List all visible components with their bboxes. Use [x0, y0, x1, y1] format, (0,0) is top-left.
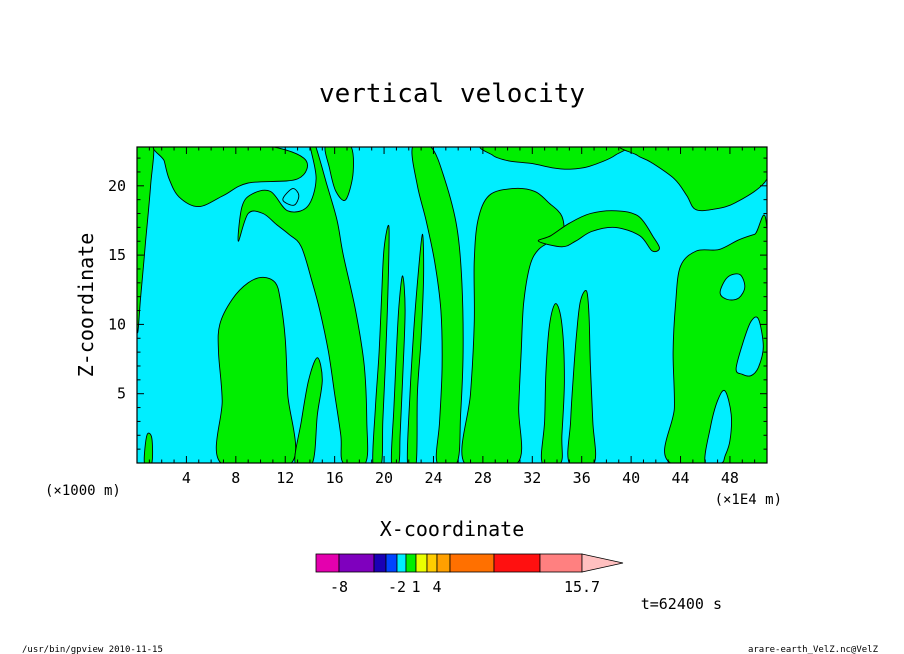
plot-frame: [136, 146, 768, 464]
y-tick-label: 5: [117, 385, 126, 403]
colorbar-segment: [449, 553, 495, 573]
y-axis: 5 10 15 20: [108, 157, 767, 450]
colorbar-label: -8: [330, 578, 348, 596]
updraft-region-1: [137, 147, 155, 334]
updraft-region-6: [324, 147, 354, 201]
x-axis: 4 8 12 16 20 24 28 32 36 40 44 48: [148, 147, 756, 487]
colorbar-segment: [415, 553, 428, 573]
x-axis-label: X-coordinate: [380, 517, 525, 541]
colorbar-label: 1: [411, 578, 420, 596]
colorbar-label: 4: [432, 578, 441, 596]
y-axis-label: Z-coordinate: [74, 233, 98, 378]
updraft-region-16: [619, 147, 767, 212]
footer-right-text: arare-earth_VelZ.nc@VelZ: [748, 645, 879, 654]
chart-title: vertical velocity: [319, 79, 585, 109]
x-tick-label: 24: [424, 469, 442, 487]
y-tick-label: 10: [108, 315, 126, 333]
y-tick-label: 20: [108, 177, 126, 195]
downdraft-island-4: [282, 188, 300, 206]
colorbar-segment: [385, 553, 398, 573]
x-tick-label: 36: [573, 469, 591, 487]
colorbar-label: -2: [388, 578, 406, 596]
updraft-region-7: [372, 225, 390, 463]
downdraft-island-3: [719, 273, 746, 301]
x-tick-label: 40: [622, 469, 640, 487]
x-tick-label: 8: [231, 469, 240, 487]
footer-left-text: /usr/bin/gpview 2010-11-15: [22, 645, 163, 654]
time-label: t=62400 s: [641, 595, 722, 613]
x-tick-label: 12: [276, 469, 294, 487]
updraft-region-4: [237, 147, 369, 463]
updraft-region-14: [567, 290, 597, 463]
downdraft-island-2: [735, 316, 764, 377]
updraft-region-15: [537, 210, 660, 253]
x-unit-left-label: (×1000 m): [45, 483, 121, 499]
x-tick-label: 48: [721, 469, 739, 487]
x-tick-label: 4: [182, 469, 191, 487]
colorbar-segment: [539, 553, 583, 573]
colorbar-segment: [493, 553, 541, 573]
updraft-region-5: [294, 357, 323, 463]
updraft-region-8: [390, 275, 406, 463]
contour-regions: [137, 147, 767, 463]
updraft-region-11: [461, 187, 565, 463]
updraft-region-13: [540, 303, 565, 463]
updraft-region-18: [143, 432, 154, 463]
colorbar-segment: [396, 553, 407, 573]
x-tick-label: 20: [375, 469, 393, 487]
updraft-region-3: [215, 276, 297, 463]
x-tick-label: 28: [474, 469, 492, 487]
x-tick-label: 32: [523, 469, 541, 487]
colorbar: -8 -2 1 4 15.7: [315, 553, 624, 596]
updraft-region-12: [479, 147, 629, 170]
y-tick-label: 15: [108, 246, 126, 264]
downdraft-island-1: [704, 389, 732, 463]
colorbar-segment: [436, 553, 451, 573]
x-tick-label: 44: [671, 469, 689, 487]
x-unit-right-label: (×1E4 m): [715, 492, 782, 508]
colorbar-label: 15.7: [564, 578, 600, 596]
x-tick-label: 16: [326, 469, 344, 487]
colorbar-segment: [373, 553, 387, 573]
colorbar-arrow: [581, 553, 624, 573]
colorbar-segment: [315, 553, 340, 573]
colorbar-segment: [338, 553, 375, 573]
updraft-region-10: [411, 147, 464, 463]
updraft-region-9: [406, 233, 425, 463]
colorbar-segment: [426, 553, 438, 573]
colorbar-segment: [405, 553, 417, 573]
